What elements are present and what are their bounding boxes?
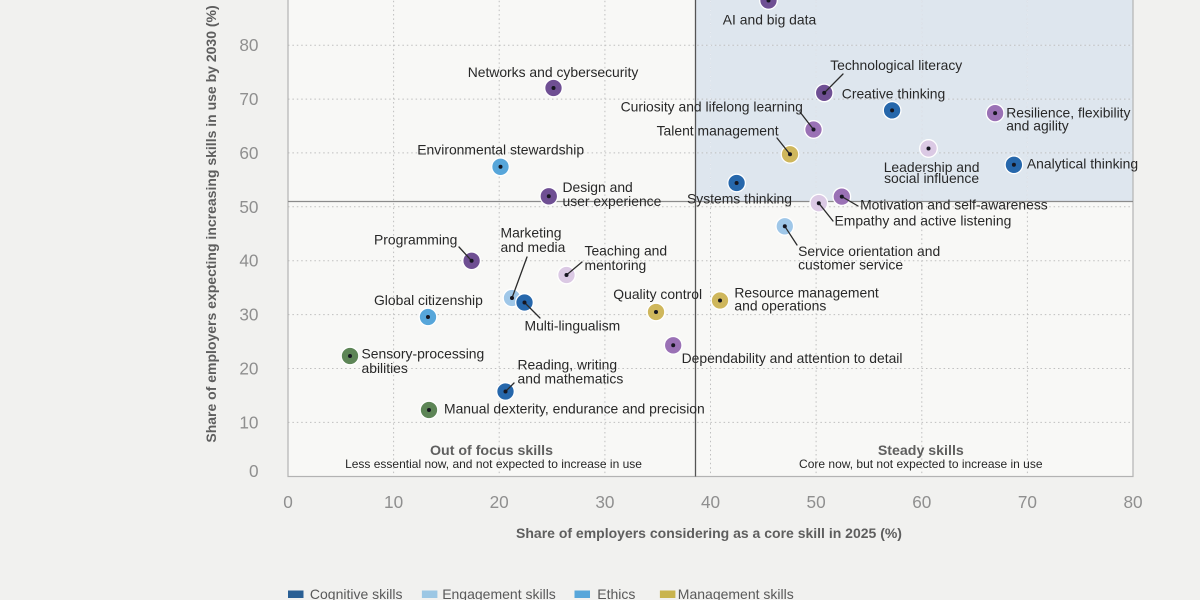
svg-text:social influence: social influence [884,170,979,186]
svg-text:Networks and cybersecurity: Networks and cybersecurity [468,64,639,80]
svg-text:Core now, but not expected to: Core now, but not expected to increase i… [799,457,1043,471]
svg-text:Motivation and self-awareness: Motivation and self-awareness [860,196,1048,212]
svg-text:50: 50 [807,492,826,512]
svg-text:Leadership and: Leadership and [884,159,980,175]
svg-text:and mathematics: and mathematics [518,371,624,387]
svg-text:Service orientation and: Service orientation and [798,243,940,259]
svg-text:Resource management: Resource management [734,284,879,300]
svg-text:AI and big data: AI and big data [723,11,817,27]
svg-text:80: 80 [239,35,258,55]
svg-text:Marketing: Marketing [501,225,562,241]
svg-text:70: 70 [239,89,258,109]
svg-text:40: 40 [701,492,720,512]
svg-text:customer service: customer service [798,256,903,272]
svg-text:Out of focus skills: Out of focus skills [430,443,553,459]
svg-text:Manual dexterity, endurance an: Manual dexterity, endurance and precisio… [444,401,705,417]
svg-text:20: 20 [490,492,509,512]
svg-text:Analytical thinking: Analytical thinking [1027,155,1138,171]
svg-text:Empathy and active listening: Empathy and active listening [835,213,1012,229]
svg-text:Technological literacy: Technological literacy [830,57,962,73]
svg-text:60: 60 [239,143,258,163]
svg-text:30: 30 [239,305,258,325]
svg-text:10: 10 [384,492,403,512]
svg-text:60: 60 [912,492,931,512]
svg-text:Ethics: Ethics [597,586,635,600]
svg-text:50: 50 [239,197,258,217]
svg-text:abilities: abilities [362,360,408,376]
svg-text:10: 10 [239,412,258,432]
svg-text:Creative thinking: Creative thinking [842,86,945,102]
svg-text:and media: and media [501,239,566,255]
svg-text:Less essential now, and not ex: Less essential now, and not expected to … [345,457,642,471]
svg-text:Steady skills: Steady skills [878,443,964,459]
svg-text:Share of employers considering: Share of employers considering as a core… [516,525,902,541]
svg-text:0: 0 [283,492,293,512]
svg-text:Sensory-processing: Sensory-processing [362,346,485,362]
svg-text:70: 70 [1018,492,1037,512]
svg-text:and agility: and agility [1006,118,1069,134]
svg-text:mentoring: mentoring [585,257,647,273]
svg-text:and operations: and operations [734,298,826,314]
svg-text:Programming: Programming [374,232,457,248]
svg-text:Systems thinking: Systems thinking [687,191,792,207]
svg-text:Cognitive skills: Cognitive skills [310,586,403,600]
svg-text:user experience: user experience [563,193,662,209]
svg-text:Environmental stewardship: Environmental stewardship [417,142,584,158]
svg-text:Curiosity and lifelong learnin: Curiosity and lifelong learning [621,98,803,114]
svg-text:0: 0 [249,461,259,481]
svg-text:Management skills: Management skills [678,586,794,600]
svg-text:40: 40 [239,251,258,271]
svg-text:Reading, writing: Reading, writing [518,357,618,373]
svg-text:Design and: Design and [563,179,633,195]
svg-text:Resilience, flexibility: Resilience, flexibility [1006,104,1130,120]
svg-text:Talent management: Talent management [657,123,779,139]
svg-text:20: 20 [239,359,258,379]
svg-text:Quality control: Quality control [613,286,702,302]
svg-text:30: 30 [595,492,614,512]
svg-text:Multi-lingualism: Multi-lingualism [525,318,621,334]
svg-text:Engagement skills: Engagement skills [442,586,556,600]
svg-text:Share of employers expecting i: Share of employers expecting increasing … [203,5,219,442]
svg-text:Global citizenship: Global citizenship [374,292,483,308]
svg-text:Dependability and attention to: Dependability and attention to detail [682,350,903,366]
svg-text:80: 80 [1123,492,1142,512]
svg-text:Teaching and: Teaching and [585,243,668,259]
